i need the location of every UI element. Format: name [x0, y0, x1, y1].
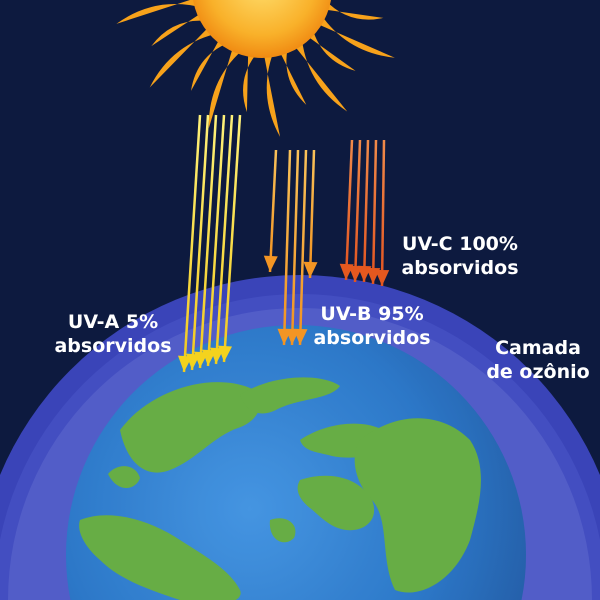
uvb-label-line1: UV-B 95%	[320, 303, 424, 325]
sun-ray	[243, 46, 262, 113]
uv-ray-line	[362, 139, 370, 283]
uvb-label-line2: absorvidos	[313, 327, 431, 349]
uva-label-line2: absorvidos	[54, 335, 172, 357]
uvc-label-line2: absorvidos	[401, 257, 519, 279]
uv-ray-line	[282, 149, 292, 346]
uv-ray-line	[308, 149, 316, 279]
uv-ray-line	[371, 139, 378, 285]
uv-ray-line	[182, 114, 202, 373]
sun-icon	[116, 0, 395, 137]
uvc-rays	[339, 139, 390, 287]
uv-ray-arrowhead	[375, 269, 390, 286]
uv-ray-arrowhead	[293, 328, 308, 345]
uv-ray-line	[298, 149, 308, 346]
uva-label: UV-A 5% absorvidos	[48, 310, 178, 358]
uv-ray-arrowhead	[303, 261, 318, 278]
uvb-label: UV-B 95% absorvidos	[308, 302, 436, 350]
uv-ray-arrowhead	[263, 255, 278, 272]
uv-ray-line	[290, 149, 300, 346]
uv-ray-line	[190, 114, 210, 371]
ozone-label-line2: de ozônio	[486, 361, 590, 383]
uv-ray-line	[214, 114, 234, 365]
uvb-rays	[263, 149, 318, 346]
ozone-label-line1: Camada	[495, 337, 581, 359]
uv-ray-line	[353, 139, 362, 283]
sun-ray	[262, 46, 281, 137]
uva-label-line1: UV-A 5%	[67, 311, 159, 333]
uv-ray-line	[222, 114, 242, 363]
earth-icon	[66, 325, 526, 600]
uvc-label-line1: UV-C 100%	[402, 233, 518, 255]
uv-ray-line	[206, 114, 226, 367]
uv-ray-arrowhead	[218, 345, 233, 362]
uvc-label: UV-C 100% absorvidos	[395, 232, 525, 280]
ozone-label: Camada de ozônio	[480, 336, 596, 384]
sun-ray	[276, 41, 307, 105]
sun-ray	[151, 9, 213, 47]
uv-ray-line	[380, 139, 386, 287]
uv-ray-arrowhead	[348, 265, 363, 282]
uv-ray-line	[344, 139, 354, 281]
uv-ray-line	[268, 149, 278, 273]
uv-ray-line	[198, 114, 218, 369]
uva-rays	[178, 114, 242, 373]
